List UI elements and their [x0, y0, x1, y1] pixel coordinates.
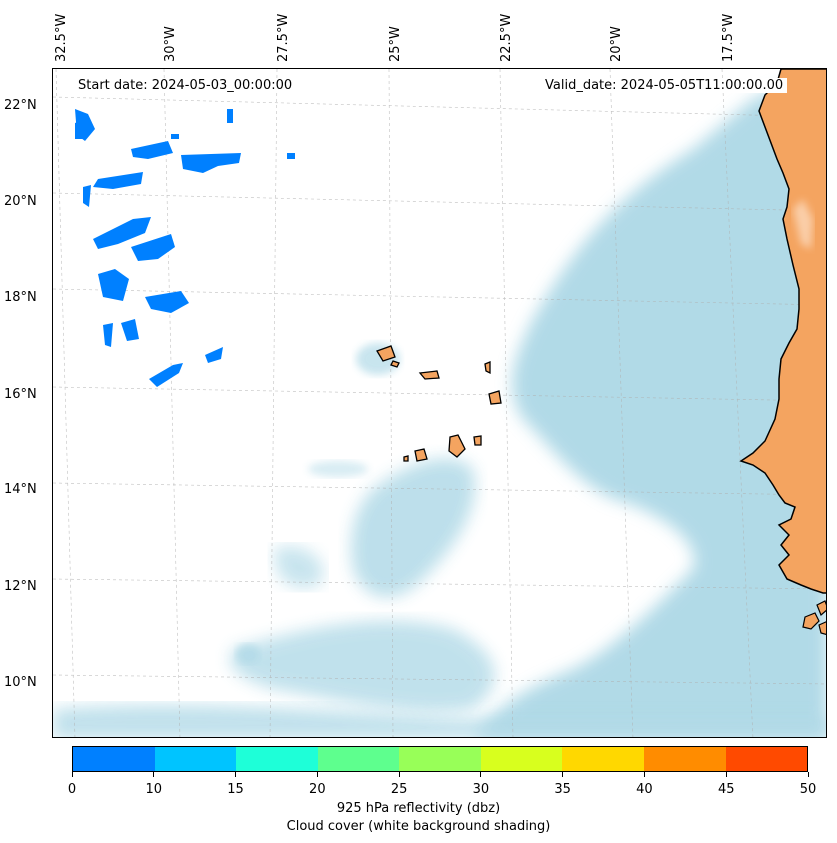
echo — [145, 291, 189, 313]
land-bissau-islands — [816, 600, 826, 617]
colorbar-tickmark — [316, 772, 318, 777]
echo — [75, 121, 83, 139]
lon-label: 30°W — [163, 26, 178, 62]
colorbar-tickmark — [480, 772, 482, 777]
colorbar-segment — [236, 747, 318, 771]
lat-label: 22°N — [4, 98, 37, 113]
cloud-region-sw — [273, 546, 324, 589]
cloud-patch — [236, 644, 260, 664]
island — [473, 435, 482, 446]
colorbar-tick-label: 10 — [145, 782, 163, 797]
colorbar-tickmark — [562, 772, 564, 777]
colorbar-segment — [562, 747, 644, 771]
island — [488, 390, 502, 405]
colorbar-tickmark — [235, 772, 237, 777]
cloud-region-east — [474, 69, 826, 737]
map-canvas — [53, 69, 826, 737]
colorbar-segment — [154, 747, 237, 771]
lon-label: 25°W — [388, 26, 403, 62]
island — [414, 448, 428, 462]
africa-landmass — [739, 69, 826, 636]
land-bissau-islands — [818, 621, 826, 636]
land-bissau-islands — [802, 612, 820, 630]
echo — [93, 217, 151, 249]
island — [448, 434, 466, 458]
colorbar-label: 925 hPa reflectivity (dbz) — [336, 801, 501, 816]
echo — [205, 347, 223, 363]
cape-verde-islands — [376, 345, 502, 462]
echo — [287, 153, 295, 159]
lon-label: 32.5°W — [54, 13, 69, 62]
cloud-patch — [356, 343, 400, 375]
colorbar-sublabel: Cloud cover (white background shading) — [286, 819, 551, 834]
reflectivity-echoes — [75, 109, 295, 387]
graticule — [53, 69, 826, 737]
cloud-patch — [308, 461, 368, 477]
echo — [227, 109, 233, 123]
colorbar-tick-label: 40 — [636, 782, 653, 797]
colorbar-tick-label: 45 — [717, 782, 735, 797]
land-west-africa — [739, 69, 826, 594]
island — [403, 455, 409, 462]
map-panel[interactable] — [52, 68, 827, 738]
colorbar-tick-label: 25 — [390, 782, 408, 797]
colorbar-tick-label: 50 — [799, 782, 817, 797]
cloud-region-south — [230, 620, 495, 712]
island — [376, 345, 396, 362]
colorbar-tick-label: 35 — [554, 782, 571, 797]
echo — [171, 134, 179, 139]
echo — [93, 172, 143, 189]
lat-label: 18°N — [4, 290, 37, 305]
cloud-cover-shading — [53, 69, 826, 737]
colorbar-tick-label: 20 — [309, 782, 326, 797]
lon-label: 22.5°W — [499, 13, 514, 62]
lon-label: 27.5°W — [276, 13, 291, 62]
colorbar-tickmark — [71, 772, 73, 777]
island — [418, 370, 440, 380]
lat-label: 20°N — [4, 194, 37, 209]
lon-label: 17.5°W — [721, 13, 736, 62]
island — [390, 360, 400, 368]
echo — [131, 141, 173, 159]
lon-label: 20°W — [609, 26, 624, 62]
lat-label: 16°N — [4, 387, 37, 402]
colorbar-segment — [317, 747, 400, 771]
echo — [103, 323, 113, 347]
island — [484, 361, 491, 375]
lat-label: 10°N — [4, 675, 37, 690]
colorbar-tickmark — [725, 772, 727, 777]
echo — [181, 153, 241, 173]
colorbar-segment — [643, 747, 726, 771]
colorbar-tickmark — [807, 772, 809, 777]
lat-label: 12°N — [4, 579, 37, 594]
colorbar-tickmark — [398, 772, 400, 777]
echo — [121, 319, 139, 341]
colorbar-segment — [399, 747, 481, 771]
colorbar-segment — [725, 747, 808, 771]
start-date-label: Start date: 2024-05-03_00:00:00 — [74, 78, 297, 93]
colorbar-tick-label: 30 — [472, 782, 490, 797]
land-highlight — [793, 199, 813, 249]
colorbar-tickmark — [643, 772, 645, 777]
colorbar-tickmark — [153, 772, 155, 777]
colorbar-segment — [73, 747, 155, 771]
echo — [149, 363, 183, 387]
cloud-region-central — [351, 458, 475, 598]
reflectivity-colorbar — [72, 746, 808, 772]
echo — [98, 269, 129, 301]
colorbar-tick-label: 15 — [227, 782, 244, 797]
echo — [131, 234, 175, 261]
lat-label: 14°N — [4, 482, 37, 497]
colorbar-segment — [480, 747, 563, 771]
colorbar-tick-label: 0 — [67, 782, 77, 797]
echo — [83, 185, 91, 207]
valid-date-label: Valid_date: 2024-05-05T11:00:00.00 — [541, 78, 788, 93]
